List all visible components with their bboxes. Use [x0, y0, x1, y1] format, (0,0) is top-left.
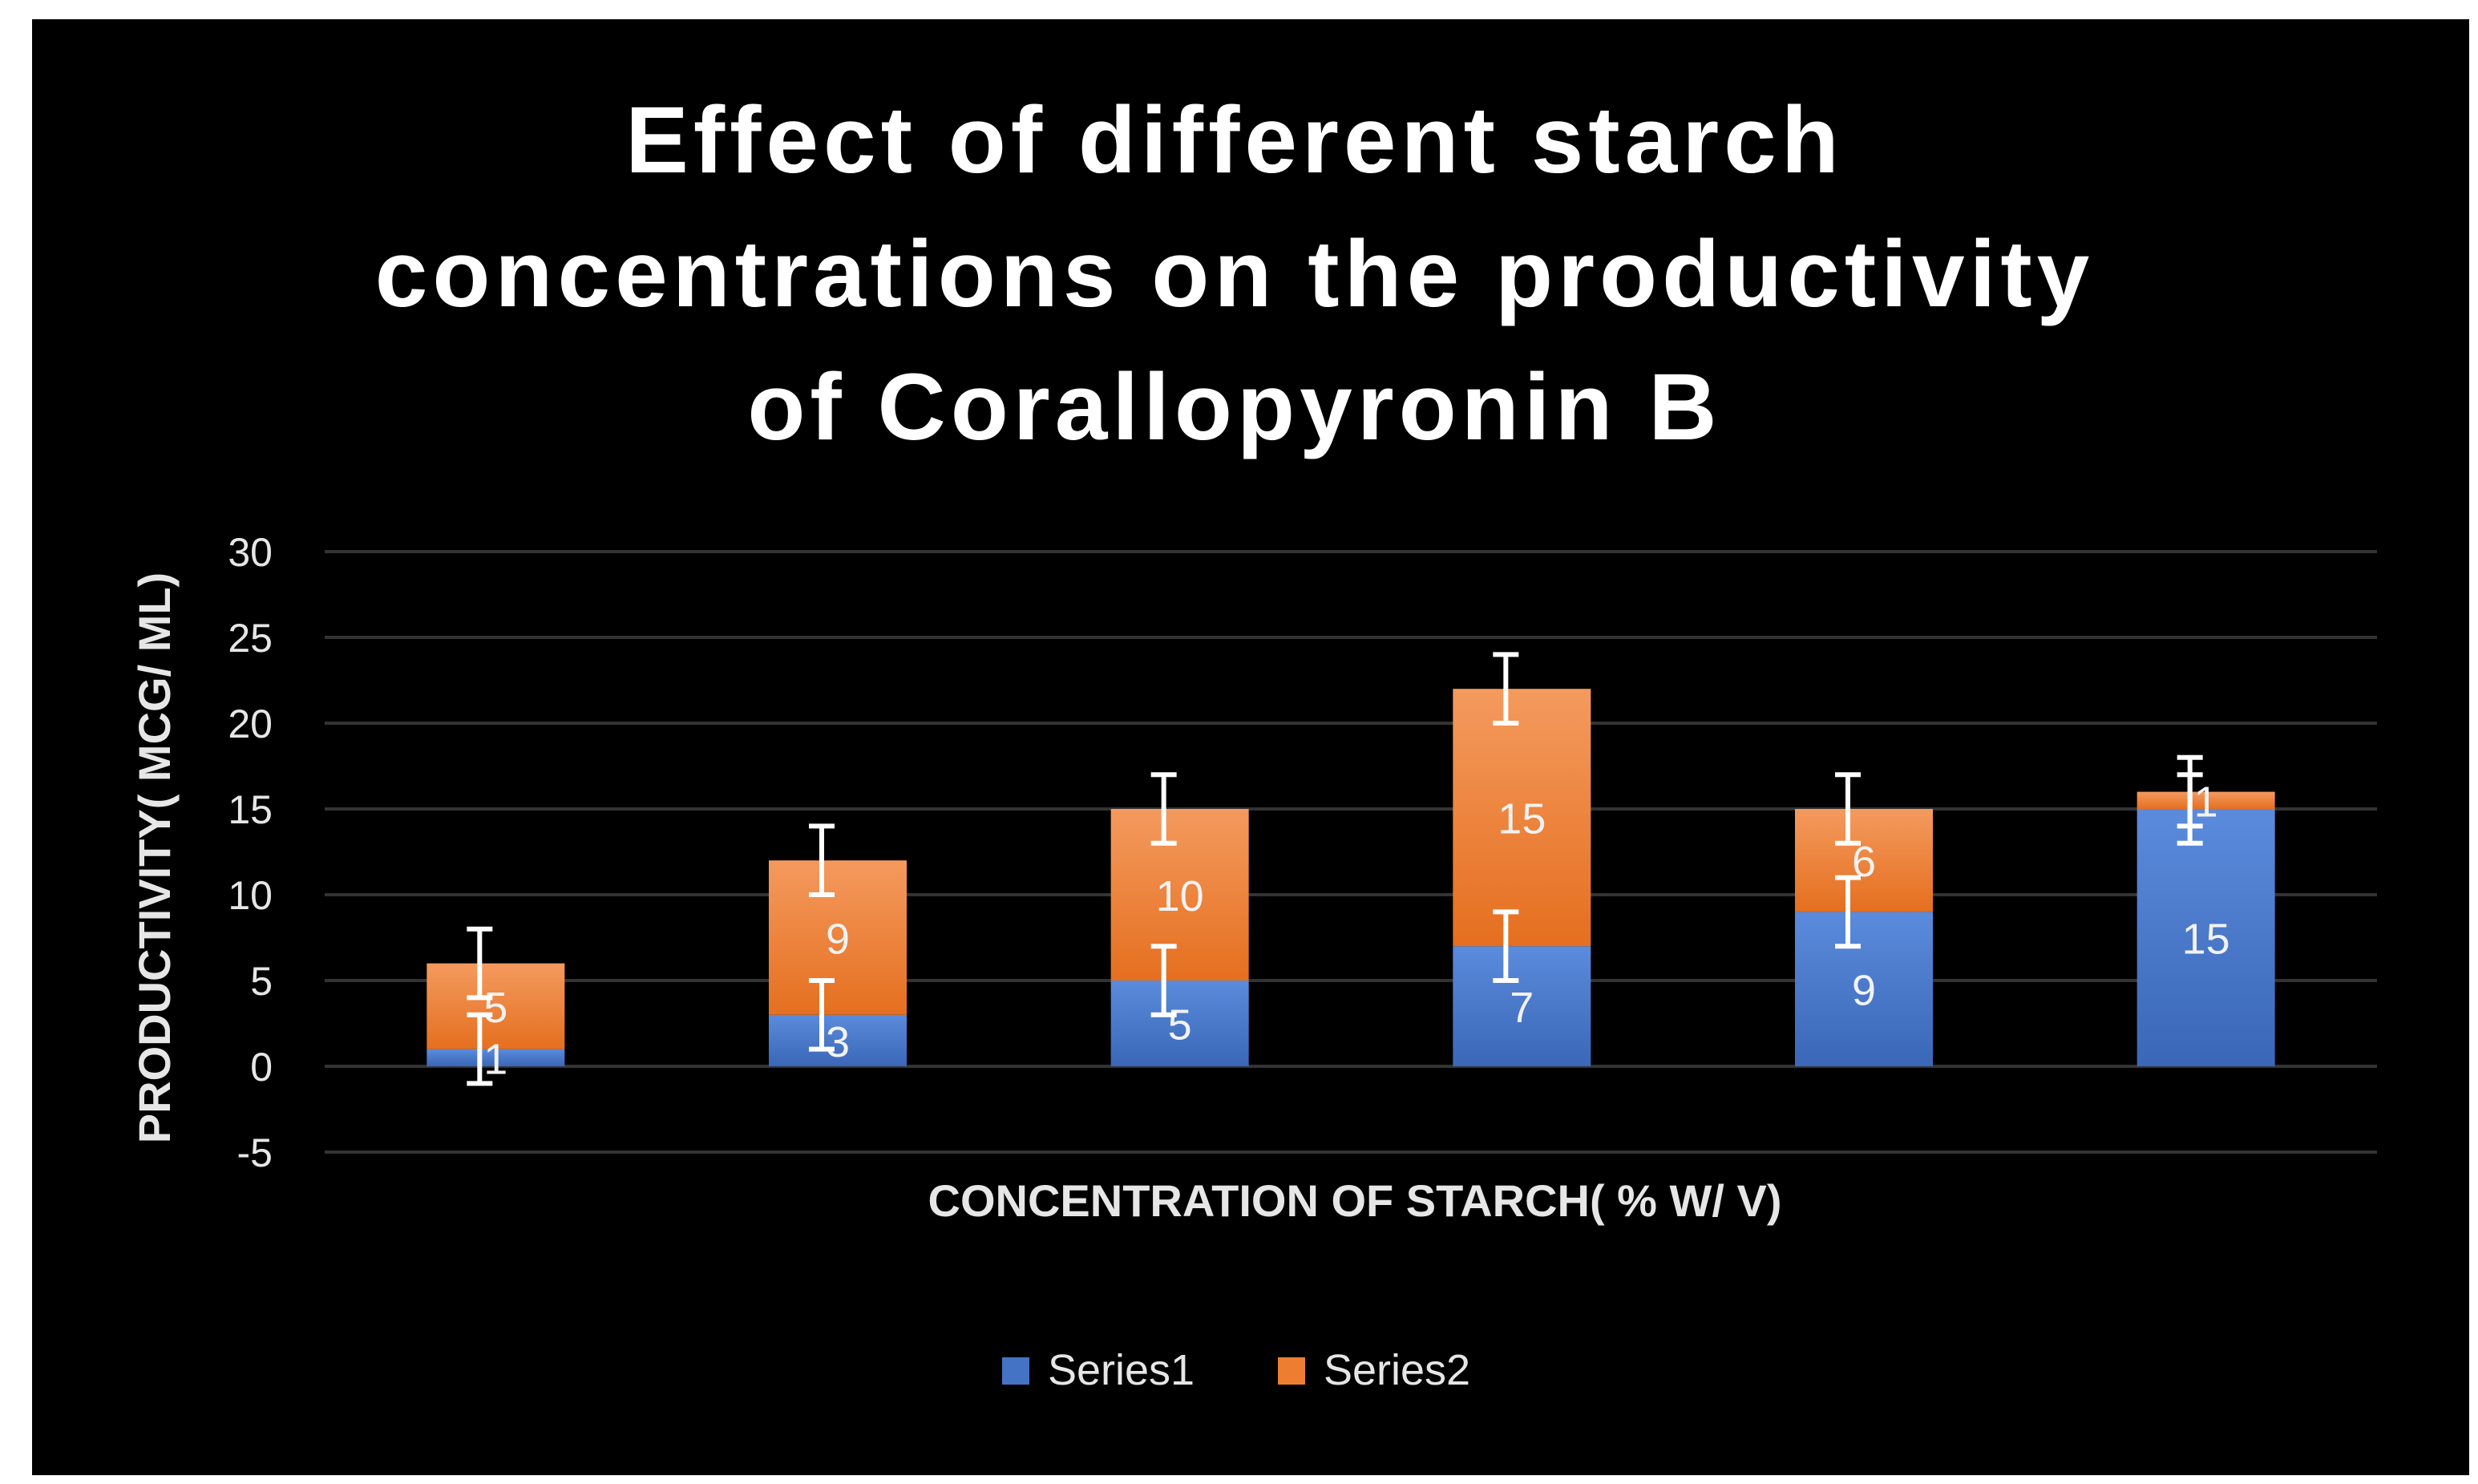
- y-tick-label: 30: [228, 530, 273, 575]
- x-axis-title: CONCENTRATION OF STARCH( % W/ V): [928, 1175, 1782, 1226]
- gridlines: [325, 550, 2377, 1154]
- legend-label-series1: Series1: [1048, 1346, 1195, 1394]
- data-label: 15: [2182, 916, 2230, 964]
- data-label: 10: [1156, 872, 1204, 920]
- legend: Series1 Series2: [1002, 1346, 1470, 1394]
- data-label: 9: [1852, 967, 1876, 1015]
- data-label: 15: [1498, 795, 1546, 843]
- bar-series2-3: [1110, 809, 1249, 981]
- error-bar-series2: [1493, 652, 1519, 726]
- y-axis-ticks: 30 25 20 15 10 5 0 -5: [228, 530, 273, 1175]
- bar-series2-4: [1453, 689, 1591, 947]
- bar-series2-5: [1795, 809, 1933, 912]
- y-tick-label: -5: [237, 1130, 273, 1175]
- data-label: 1: [2194, 778, 2218, 826]
- y-tick-label: 25: [228, 616, 273, 661]
- error-bar-series2: [809, 823, 835, 897]
- data-label: 1: [483, 1035, 507, 1083]
- y-tick-label: 0: [250, 1045, 273, 1090]
- error-bar-series1: [809, 978, 835, 1052]
- chart-title-line-1: Effect of different starch: [625, 87, 1844, 193]
- error-bars: [467, 652, 2203, 1086]
- y-tick-label: 15: [228, 787, 273, 832]
- bar-series1-6: [2136, 809, 2275, 1066]
- error-bar-series1: [467, 1012, 493, 1086]
- bar-series1-2: [769, 1014, 907, 1066]
- data-label: 5: [1168, 1001, 1192, 1049]
- bar-series2-6: [2136, 791, 2275, 809]
- y-tick-label: 5: [250, 959, 273, 1004]
- bar-series2-2: [769, 860, 907, 1015]
- data-label: 7: [1510, 984, 1534, 1032]
- bar-series1-1: [426, 1049, 565, 1066]
- chart-title-line-3: of Corallopyronin B: [747, 354, 1721, 460]
- y-tick-label: 10: [228, 873, 273, 918]
- error-bar-series2: [1835, 772, 1861, 846]
- error-bar-series2: [1150, 772, 1177, 846]
- error-bar-series1: [1835, 875, 1861, 949]
- error-bar-series1: [1150, 944, 1177, 1017]
- y-axis-title: PRODUCTIVITY( MCG/ ML): [129, 572, 180, 1143]
- error-bar-series2: [2177, 754, 2203, 829]
- legend-swatch-series2: [1278, 1357, 1305, 1385]
- data-label: 9: [826, 916, 850, 964]
- bar-series2-1: [426, 963, 565, 1049]
- data-label: 5: [483, 984, 507, 1032]
- data-label: 3: [826, 1018, 850, 1066]
- error-bar-series1: [1493, 909, 1519, 983]
- bar-series1-3: [1110, 981, 1249, 1066]
- bar-series1-4: [1453, 946, 1591, 1066]
- chart-background: [32, 19, 2469, 1475]
- y-tick-label: 20: [228, 702, 273, 746]
- error-bar-series2: [467, 926, 493, 1001]
- legend-label-series2: Series2: [1324, 1346, 1470, 1394]
- chart-title: Effect of different starch concentration…: [375, 87, 2095, 460]
- chart-title-line-2: concentrations on the productivity: [375, 221, 2095, 327]
- legend-swatch-series1: [1002, 1357, 1029, 1385]
- bars: [426, 689, 2275, 1066]
- bar-series1-5: [1795, 912, 1933, 1066]
